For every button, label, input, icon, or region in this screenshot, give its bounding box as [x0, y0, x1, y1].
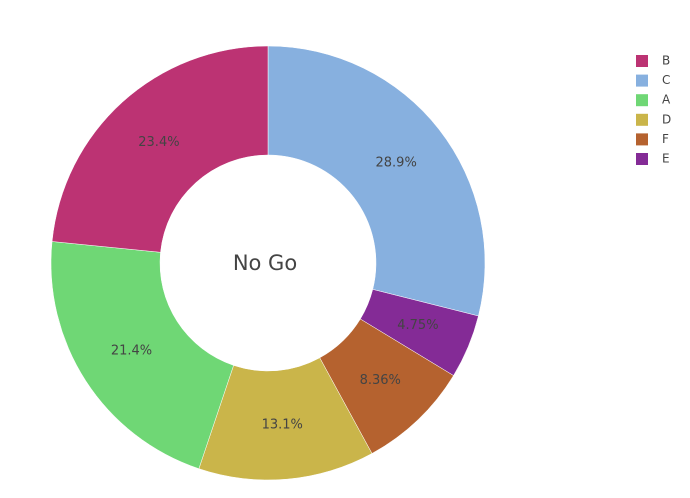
legend-swatch — [636, 133, 648, 146]
legend-label: F — [662, 132, 669, 146]
center-label: No Go — [233, 251, 297, 275]
slice — [50, 241, 234, 470]
legend-swatch — [636, 55, 648, 67]
legend-label: E — [662, 152, 670, 166]
slice-label: 21.4% — [111, 344, 152, 359]
slice-label: 28.9% — [376, 156, 417, 171]
legend-label: D — [662, 112, 671, 126]
slice-label: 23.4% — [138, 135, 179, 150]
legend-label: A — [662, 93, 671, 107]
legend-swatch — [636, 94, 648, 107]
legend-label: C — [662, 73, 670, 87]
slice-label: 8.36% — [360, 373, 401, 388]
legend-swatch — [636, 153, 648, 165]
slice — [267, 45, 486, 317]
slice-label: 13.1% — [262, 417, 303, 432]
legend-label: B — [662, 54, 670, 68]
slice-label: 4.75% — [397, 318, 438, 333]
legend-swatch — [636, 74, 648, 87]
slice — [51, 45, 269, 253]
legend-swatch — [636, 113, 648, 126]
